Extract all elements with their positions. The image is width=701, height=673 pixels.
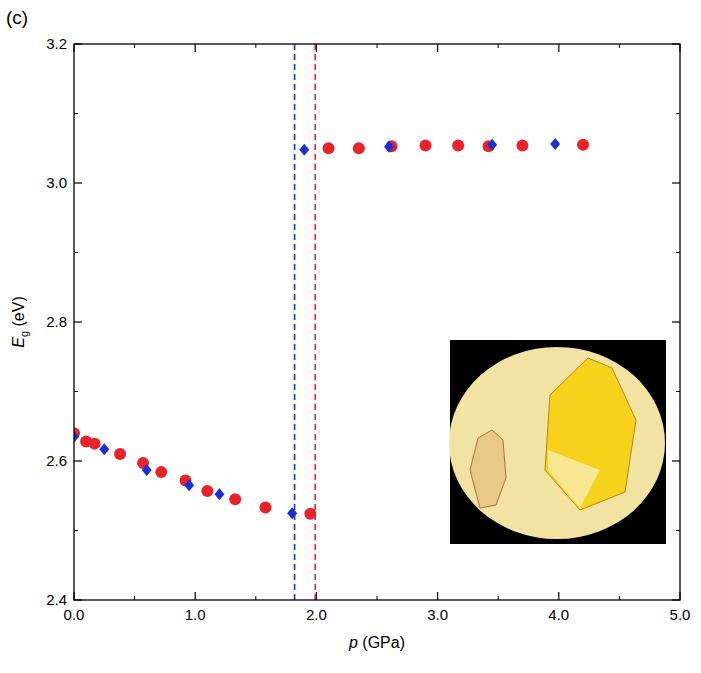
data-point	[487, 139, 497, 151]
y-tick	[74, 460, 82, 461]
data-point	[201, 485, 213, 497]
y-tick-label: 2.8	[46, 313, 67, 330]
data-point	[287, 507, 297, 519]
data-point	[142, 464, 152, 476]
x-axis-title: p (GPa)	[348, 634, 405, 651]
data-point	[550, 138, 560, 150]
y-tick-label: 3.0	[46, 174, 67, 191]
x-tick-label: 1.0	[185, 606, 206, 623]
panel-label: (c)	[6, 7, 28, 28]
data-point	[299, 144, 309, 156]
data-point	[452, 139, 464, 151]
y-tick-right	[672, 321, 680, 322]
data-point	[99, 443, 109, 455]
data-point	[419, 139, 431, 151]
inset-photo	[449, 340, 666, 544]
data-point	[577, 139, 589, 151]
y-tick	[74, 321, 82, 322]
y-tick-right	[672, 460, 680, 461]
x-tick	[195, 592, 196, 600]
chart: (c) 0.0 1.0 2.0 3.0 4.0 5.0 2.4 2.6 2.8 3.0 3.2 p (G…	[0, 0, 701, 673]
data-point	[353, 142, 365, 154]
x-tick-label: 2.0	[306, 606, 327, 623]
plot-frame	[74, 44, 680, 600]
y-tick-label: 2.4	[46, 591, 67, 608]
x-tick	[437, 592, 438, 600]
data-point	[155, 466, 167, 478]
y-tick-right	[672, 182, 680, 183]
y-axis-title: Eg (eV)	[10, 296, 30, 347]
data-point	[304, 508, 316, 520]
y-tick-label: 3.2	[46, 35, 67, 52]
data-point	[229, 493, 241, 505]
data-point	[516, 139, 528, 151]
data-point	[323, 142, 335, 154]
x-tick-top	[195, 44, 196, 52]
x-tick-label: 0.0	[64, 606, 85, 623]
data-point	[114, 448, 126, 460]
x-tick-label: 5.0	[670, 606, 691, 623]
x-tick-label: 3.0	[427, 606, 448, 623]
y-tick-label: 2.6	[46, 452, 67, 469]
x-tick	[558, 592, 559, 600]
data-point	[384, 141, 394, 153]
axes	[74, 44, 680, 600]
x-tick-label: 4.0	[548, 606, 569, 623]
data-point	[214, 488, 224, 500]
data-point	[74, 431, 79, 443]
data-point	[184, 479, 194, 491]
data-point	[89, 438, 101, 450]
data-point	[259, 502, 271, 514]
x-tick-top	[437, 44, 438, 52]
plot-area	[74, 44, 589, 600]
x-tick-top	[558, 44, 559, 52]
y-tick	[74, 182, 82, 183]
